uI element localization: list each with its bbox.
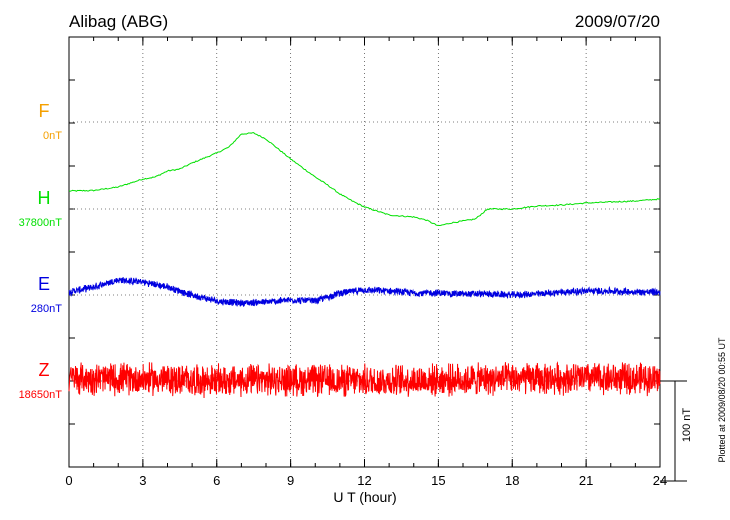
series-name-f: F — [39, 101, 50, 121]
x-tick-label: 21 — [579, 473, 593, 488]
chart-title: Alibag (ABG) — [69, 12, 168, 31]
series-name-z: Z — [39, 360, 50, 380]
plotted-timestamp: Plotted at 2009/08/20 00:55 UT — [717, 337, 727, 463]
x-tick-label: 18 — [505, 473, 519, 488]
series-line-z — [68, 361, 661, 399]
x-tick-label: 0 — [65, 473, 72, 488]
x-axis-label: U T (hour) — [333, 489, 396, 505]
x-tick-label: 15 — [431, 473, 445, 488]
scale-bar-label: 100 nT — [681, 408, 693, 443]
series-baseline-label-h: 37800nT — [19, 217, 63, 229]
series-baseline-label-z: 18650nT — [19, 389, 63, 401]
series-name-e: E — [38, 274, 50, 294]
x-tick-label: 3 — [139, 473, 146, 488]
series-baseline-label-e: 280nT — [31, 303, 62, 315]
series-name-h: H — [38, 188, 51, 208]
series-baseline-label-f: 0nT — [43, 130, 62, 142]
series-line-h — [68, 132, 661, 226]
chart-date: 2009/07/20 — [575, 12, 660, 31]
series-line-e — [68, 276, 661, 307]
x-tick-label: 6 — [213, 473, 220, 488]
x-tick-label: 9 — [287, 473, 294, 488]
x-tick-label: 12 — [357, 473, 371, 488]
